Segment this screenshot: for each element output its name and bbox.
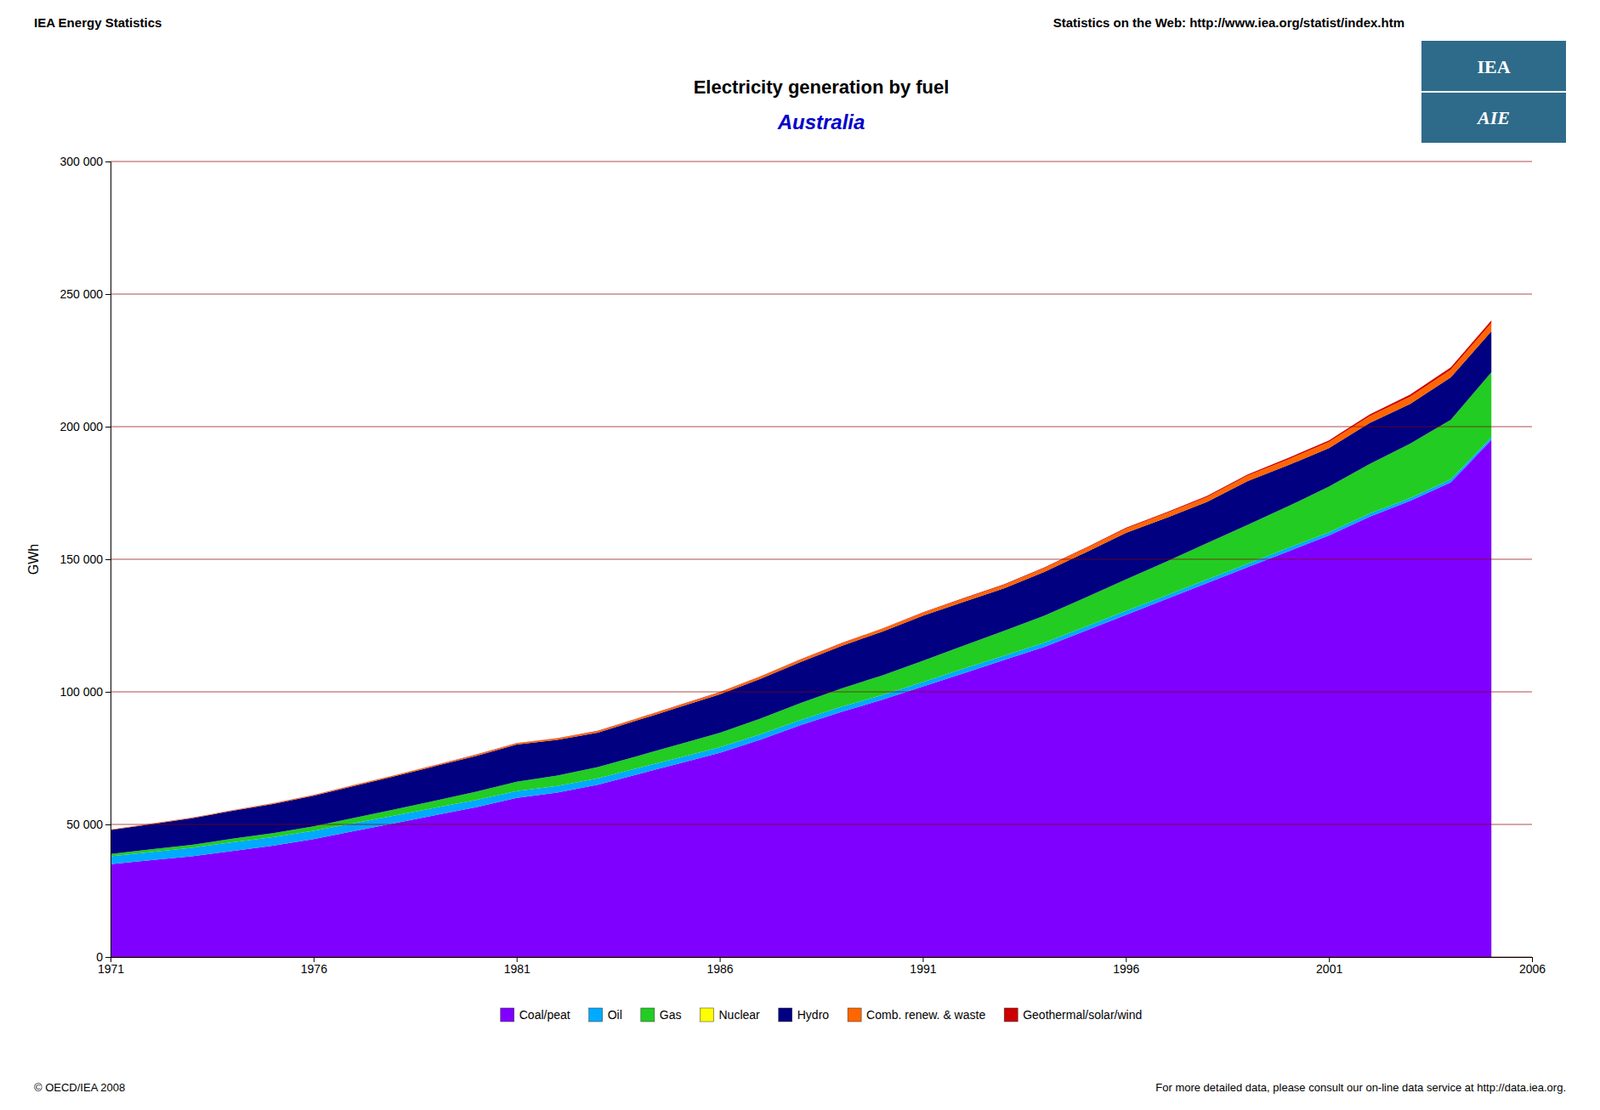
legend-label: Coal/peat: [519, 1008, 571, 1022]
tick-mark: [105, 957, 111, 959]
tick: 50 000: [66, 817, 111, 832]
tick-mark: [105, 559, 111, 561]
tick: 1971: [97, 957, 125, 976]
area: [110, 331, 1492, 855]
plot: 050 000100 000150 000200 000250 000300 0…: [59, 154, 1546, 976]
logo-box: [1421, 40, 1566, 143]
areas: [110, 320, 1492, 958]
tick: 2001: [1316, 957, 1343, 976]
footer-left: © OECD/IEA 2008: [34, 1081, 125, 1095]
grid-line: [110, 161, 1532, 163]
legend-item: Geothermal/solar/wind: [1004, 1008, 1142, 1022]
legend: Coal/peat Oil Gas Nuclear Hydro Comb. renew. …: [500, 1008, 1142, 1022]
area: [110, 323, 1492, 831]
grid-line: [110, 692, 1532, 693]
area: [110, 372, 1492, 855]
tick-label: 300 000: [59, 154, 103, 169]
grid: [110, 161, 1532, 958]
tick-label: 1991: [909, 962, 937, 976]
tick-label: 100 000: [59, 685, 103, 699]
logo-divider: [1421, 90, 1566, 93]
tick: 1996: [1112, 957, 1140, 976]
title: Electricity generation by fuel: [693, 76, 950, 98]
tick: 1976: [300, 957, 328, 976]
legend-swatch: [641, 1008, 655, 1022]
legend-item: Nuclear: [700, 1008, 761, 1022]
tick-label: 2001: [1316, 962, 1343, 976]
legend-item: Gas: [641, 1008, 682, 1022]
y-axis: 050 000100 000150 000200 000250 000300 0…: [59, 154, 111, 965]
legend-item: Hydro: [778, 1008, 830, 1022]
logo: IEA AIE: [1421, 40, 1566, 143]
x-axis: 1971 1976 1981 1986 1991 1996 2001 2006: [97, 957, 1546, 976]
area: [110, 372, 1492, 857]
tick: 250 000: [59, 287, 111, 301]
tick-label: 250 000: [59, 287, 103, 301]
tick-label: 50 000: [66, 817, 103, 832]
tick-label: 1986: [706, 962, 733, 976]
tick: 1986: [706, 957, 733, 976]
logo-text: IEA: [1476, 56, 1510, 78]
tick-label: 1971: [97, 962, 125, 976]
area: [110, 320, 1492, 830]
legend-label: Gas: [659, 1008, 682, 1022]
legend-swatch: [778, 1008, 793, 1022]
grid-line: [110, 426, 1532, 428]
logo-text: AIE: [1475, 107, 1510, 129]
tick: 1991: [909, 957, 937, 976]
axis-line: [105, 162, 112, 959]
tick-label: 2006: [1519, 962, 1546, 976]
grid-line: [110, 824, 1532, 826]
legend-item: Coal/peat: [500, 1008, 571, 1022]
tick: 300 000: [59, 154, 111, 169]
grid-line: [110, 559, 1532, 561]
tick: 1981: [504, 957, 531, 976]
tick-label: 1976: [300, 962, 328, 976]
legend-label: Hydro: [797, 1008, 830, 1022]
header-left: IEA Energy Statistics: [34, 15, 162, 30]
legend-label: Comb. renew. & waste: [866, 1008, 986, 1022]
tick: 200 000: [59, 419, 111, 434]
legend-swatch: [500, 1008, 515, 1022]
tick-label: 1996: [1112, 962, 1140, 976]
tick-mark: [105, 161, 111, 163]
legend-item: Comb. renew. & waste: [847, 1008, 986, 1022]
tick: 2006: [1519, 957, 1546, 976]
tick-mark: [105, 692, 111, 693]
legend-swatch: [589, 1008, 603, 1022]
legend-swatch: [700, 1008, 715, 1022]
tick-label: 1981: [504, 962, 531, 976]
header-right: Statistics on the Web: http://www.iea.or…: [1053, 15, 1405, 30]
legend-label: Geothermal/solar/wind: [1022, 1008, 1142, 1022]
tick-mark: [105, 294, 111, 296]
tick-label: 200 000: [59, 419, 103, 434]
footer-right: For more detailed data, please consult o…: [1155, 1081, 1566, 1095]
legend-label: Oil: [607, 1008, 623, 1022]
legend-label: Nuclear: [719, 1008, 761, 1022]
tick-mark: [105, 426, 111, 428]
tick-mark: [105, 824, 111, 826]
grid-line: [110, 294, 1532, 296]
tick-label: 150 000: [59, 552, 103, 567]
legend-swatch: [1004, 1008, 1018, 1022]
subtitle: Australia: [777, 110, 866, 134]
tick: 100 000: [59, 685, 111, 699]
y-axis-title: GWh: [26, 544, 41, 575]
legend-item: Oil: [589, 1008, 623, 1022]
tick: 150 000: [59, 552, 111, 567]
legend-swatch: [847, 1008, 862, 1022]
chart: IEA Energy Statistics IEA AIE Statistics on…: [0, 0, 1600, 1110]
